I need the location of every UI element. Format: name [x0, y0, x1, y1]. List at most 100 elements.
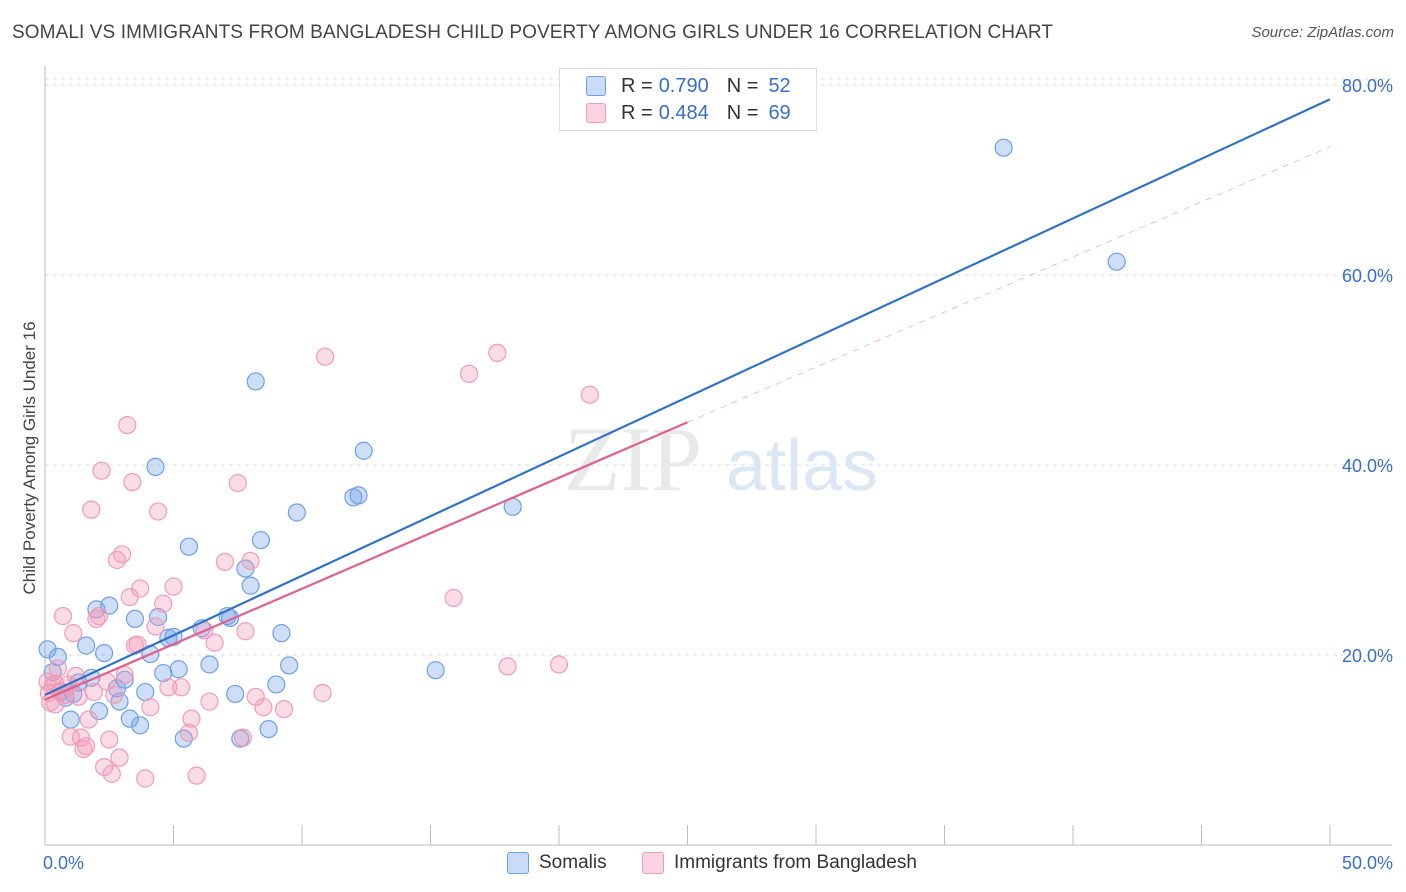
- x-tick-label: 0.0%: [43, 853, 84, 873]
- somali-point: [259, 719, 278, 739]
- chart-title: SOMALI VS IMMIGRANTS FROM BANGLADESH CHI…: [12, 22, 1054, 43]
- y-tick-label: 40.0%: [1342, 456, 1393, 476]
- somali-point: [349, 486, 368, 505]
- legend-n-label: N =: [726, 74, 759, 97]
- legend-n-value: 52: [768, 74, 791, 97]
- legend-n-value: 69: [768, 101, 791, 124]
- somali-point: [267, 675, 286, 694]
- bangladesh-point: [136, 769, 155, 788]
- bangladesh-point: [182, 709, 201, 728]
- bangladesh-point: [87, 609, 106, 629]
- somali-point: [169, 660, 188, 679]
- bangladesh-point: [128, 635, 147, 654]
- legend-r-label: R =: [621, 101, 653, 124]
- somali-point: [136, 682, 155, 702]
- somali-point: [200, 655, 219, 674]
- bangladesh-trend-extension: [687, 146, 1331, 423]
- bangladesh-point: [123, 473, 142, 492]
- bangladesh-point: [69, 687, 88, 706]
- bangladesh-point: [146, 617, 165, 636]
- bangladesh-point: [172, 678, 191, 697]
- legend-item-somalis: Somalis: [507, 852, 607, 874]
- somali-point: [120, 709, 139, 728]
- bangladesh-point: [164, 577, 183, 596]
- legend-r-value: 0.790: [658, 74, 709, 97]
- y-tick-label: 60.0%: [1342, 266, 1393, 286]
- legend-row-somali: R = 0.790 N = 52: [586, 74, 791, 98]
- somali-point: [1107, 252, 1126, 271]
- somali-point: [174, 729, 193, 748]
- bangladesh-point: [105, 685, 124, 705]
- somali-point: [241, 576, 260, 595]
- legend-row-bangladesh: R = 0.484 N = 69: [586, 101, 791, 125]
- somali-point: [38, 640, 57, 659]
- somali-point: [287, 503, 306, 522]
- bangladesh-point: [148, 502, 168, 521]
- y-tick-label: 20.0%: [1342, 646, 1393, 666]
- somali-trend-line: [44, 98, 1331, 696]
- trend-lines: [44, 98, 1331, 701]
- somali-point: [226, 684, 245, 704]
- bangladesh-point: [200, 692, 219, 711]
- legend-r-label: R =: [621, 74, 653, 97]
- bangladesh-point: [498, 657, 517, 676]
- bangladesh-point: [241, 551, 260, 571]
- somali-point: [994, 138, 1013, 157]
- somali-point: [246, 372, 265, 391]
- bangladesh-point: [215, 552, 234, 572]
- bangladesh-trend-line: [44, 421, 688, 701]
- axes: [44, 66, 1392, 846]
- tick-labels: 20.0% 40.0% 60.0% 80.0% 0.0% 50.0%: [43, 76, 1393, 873]
- bangladesh-point: [118, 416, 137, 435]
- watermark-atlas: atlas: [726, 426, 878, 506]
- bangladesh-point: [316, 347, 335, 366]
- legend-item-bangladesh: Immigrants from Bangladesh: [642, 852, 917, 874]
- somali-point: [426, 661, 445, 680]
- bangladesh-point: [89, 606, 109, 626]
- somali-point: [154, 663, 173, 683]
- somali-point: [251, 530, 270, 550]
- bangladesh-point: [64, 624, 83, 643]
- bangladesh-point: [444, 588, 463, 608]
- bangladesh-point: [130, 579, 150, 598]
- bangladesh-point: [74, 739, 93, 759]
- bangladesh-point: [159, 678, 178, 697]
- somali-point: [272, 624, 291, 643]
- bangladesh-point: [233, 728, 252, 747]
- legend-r-value: 0.484: [658, 101, 709, 124]
- series-legend: Somalis Immigrants from Bangladesh: [0, 850, 1406, 878]
- bangladesh-point: [66, 666, 85, 686]
- somali-point: [280, 656, 299, 675]
- somali-point: [95, 643, 114, 663]
- watermark: ZIP atlas: [564, 408, 878, 510]
- bangladesh-point: [92, 461, 111, 480]
- somali-point: [179, 537, 199, 556]
- bangladesh-point: [274, 700, 294, 719]
- bangladesh-point: [154, 594, 173, 613]
- bangladesh-point: [179, 723, 199, 743]
- correlation-legend: R = 0.790 N = 52 R = 0.484 N = 69: [559, 68, 817, 131]
- source-label: Source: ZipAtlas.com: [1251, 24, 1394, 41]
- somali-point: [61, 710, 80, 729]
- y-tick-label: 80.0%: [1342, 76, 1393, 96]
- somali-point: [146, 457, 165, 476]
- somali-point: [130, 716, 150, 735]
- somali-point: [354, 441, 373, 460]
- bangladesh-point: [205, 633, 224, 652]
- bangladesh-point: [82, 500, 101, 519]
- bangladesh-point: [459, 364, 479, 383]
- bangladesh-point: [236, 622, 255, 641]
- legend-swatch-bangladesh: [642, 852, 664, 874]
- legend-swatch-somali: [586, 76, 606, 96]
- bangladesh-point: [228, 473, 247, 493]
- bangladesh-point: [141, 698, 160, 717]
- bangladesh-point: [48, 659, 67, 678]
- bangladesh-point: [580, 385, 599, 404]
- legend-label-somalis: Somalis: [539, 852, 607, 873]
- legend-label-bangladesh: Immigrants from Bangladesh: [674, 852, 917, 873]
- bangladesh-point: [100, 730, 119, 749]
- bangladesh-point: [313, 683, 332, 703]
- bangladesh-point: [84, 682, 103, 702]
- bangladesh-point: [112, 545, 132, 564]
